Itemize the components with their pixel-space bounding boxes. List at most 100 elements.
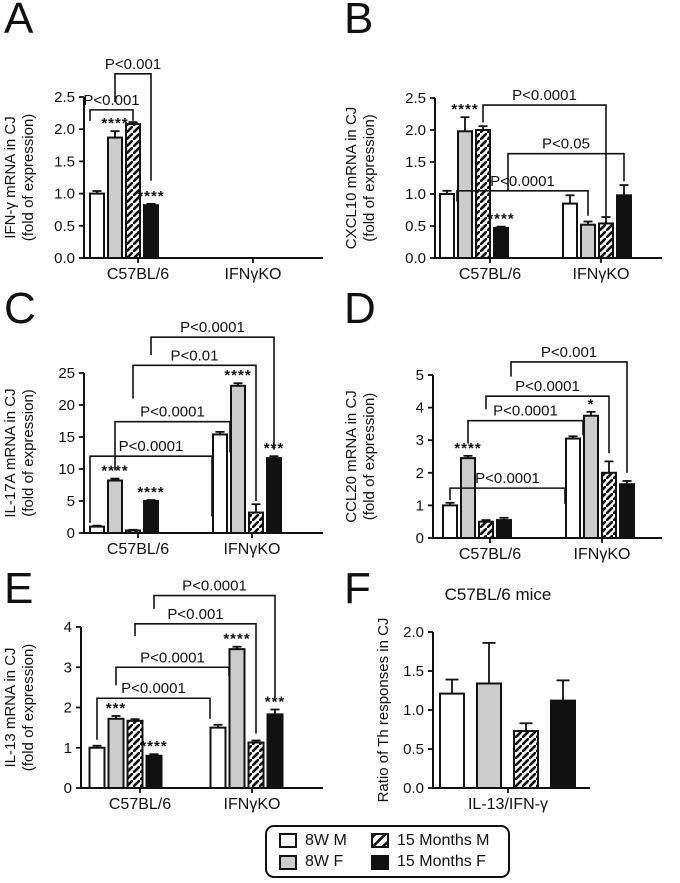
gray-bar-swatch bbox=[279, 854, 297, 870]
p-value-label: P<0.001 bbox=[105, 56, 161, 73]
bar-IFNγKO-8W M bbox=[212, 433, 228, 534]
p-value-label: P<0.0001 bbox=[493, 403, 558, 420]
significance-stars: **** bbox=[137, 484, 164, 501]
y-tick-label: 1.5 bbox=[54, 153, 75, 170]
chart-title: C57BL/6 mice bbox=[445, 585, 552, 604]
bar-IFNγKO-8W F bbox=[583, 414, 599, 539]
bar-IL-13/IFN-γ-15 Months M bbox=[513, 730, 539, 789]
bar-C57BL/6-15 Months M bbox=[475, 129, 491, 259]
bar-IFNγKO-15 Months M bbox=[598, 222, 614, 260]
p-value-label: P<0.01 bbox=[171, 347, 219, 364]
black-bar-swatch bbox=[371, 854, 389, 870]
significance-stars: **** bbox=[451, 101, 478, 118]
y-tick-label: 3 bbox=[64, 659, 72, 676]
y-tick-label: 0.5 bbox=[405, 218, 426, 235]
p-value-label: P<0.0001 bbox=[515, 378, 580, 395]
significance-bracket bbox=[132, 364, 257, 501]
y-tick-label: 1.0 bbox=[403, 702, 424, 719]
bar-C57BL/6-8W M bbox=[88, 746, 106, 789]
significance-bracket bbox=[467, 419, 584, 444]
legend: 8W M 8W F 15 Months M 15 Months F bbox=[265, 825, 510, 878]
bar-IFNγKO-15 Months F bbox=[616, 194, 632, 259]
panel-D: D 0 1 2 3 4 5 CCL20 mRNA in CJ (fold of express… bbox=[340, 284, 680, 570]
bar-IL-13/IFN-γ-8W M bbox=[439, 692, 465, 789]
panel-F: F 0.0 0.5 1.0 1.5 2.0 Ratio of Th responses i… bbox=[340, 564, 680, 823]
panel-B: B 0.0 0.5 1.0 1.5 2.0 2.5 CXCL10 mRNA in CJ (fo… bbox=[340, 0, 680, 290]
p-value-label: P<0.0001 bbox=[121, 680, 186, 697]
panel-F-chart: 0.0 0.5 1.0 1.5 2.0 Ratio of Th responses in … bbox=[375, 585, 590, 813]
x-category-label: IFNγKO bbox=[573, 266, 630, 283]
bar-C57BL/6-8W M bbox=[89, 192, 105, 260]
bar-C57BL/6-15 Months M bbox=[478, 520, 494, 539]
legend-item-15m-m: 15 Months M bbox=[371, 832, 500, 850]
panel-E: E 0 1 2 3 4 IL-13 mRNA in CJ (fold of expressi… bbox=[0, 564, 340, 823]
y-tick-label: 0.0 bbox=[54, 250, 75, 267]
y-axis-title: (fold of expression) bbox=[361, 393, 378, 521]
legend-item-8w-f: 8W F bbox=[279, 853, 371, 871]
p-value-label: P<0.05 bbox=[542, 136, 590, 153]
legend-label: 8W M bbox=[305, 831, 347, 849]
significance-bracket bbox=[114, 420, 231, 471]
legend-label: 15 Months F bbox=[397, 853, 486, 871]
x-category-label: C57BL/6 bbox=[109, 796, 171, 813]
panel-A-chart: 0.0 0.5 1.0 1.5 2.0 2.5 IFN-γ mRNA in CJ (fold … bbox=[2, 56, 323, 283]
y-axis-title: IL-13 mRNA in CJ bbox=[2, 647, 19, 767]
panel-D-chart: 0 1 2 3 4 5 CCL20 mRNA in CJ (fold of expressio… bbox=[343, 344, 662, 563]
y-tick-label: 5 bbox=[416, 367, 424, 384]
bar-IFNγKO-15 Months M bbox=[247, 741, 265, 789]
significance-stars: * bbox=[588, 396, 595, 413]
bar-C57BL/6-15 Months F bbox=[145, 754, 163, 790]
y-axis-title: IL-17A mRNA in CJ bbox=[2, 388, 19, 517]
y-tick-label: 5 bbox=[67, 493, 75, 510]
bar-IFNγKO-8W M bbox=[565, 437, 581, 540]
bar-C57BL/6-15 Months F bbox=[493, 226, 509, 259]
bar-C57BL/6-8W M bbox=[439, 193, 455, 259]
panel-D-letter: D bbox=[344, 284, 376, 333]
y-tick-label: 2 bbox=[416, 465, 424, 482]
panel-C-letter: C bbox=[4, 284, 36, 333]
bar-C57BL/6-8W F bbox=[107, 479, 123, 535]
bar-IFNγKO-15 Months F bbox=[266, 457, 282, 534]
x-category-label: IFNγKO bbox=[224, 541, 281, 558]
significance-bracket bbox=[153, 594, 276, 698]
p-value-label: P<0.0001 bbox=[490, 173, 555, 190]
p-value-label: P<0.0001 bbox=[140, 649, 205, 666]
panel-F-letter: F bbox=[344, 564, 371, 613]
significance-bracket bbox=[89, 455, 213, 523]
bar-C57BL/6-8W F bbox=[460, 457, 476, 540]
bar-C57BL/6-15 Months F bbox=[143, 204, 159, 259]
y-tick-label: 0 bbox=[416, 530, 424, 547]
bar-IFNγKO-8W F bbox=[580, 223, 596, 259]
significance-bracket bbox=[485, 395, 610, 454]
panel-C-chart: 0 5 10 15 20 25 IL-17A mRNA in CJ (fold of expr… bbox=[2, 319, 323, 558]
y-tick-label: 1 bbox=[64, 740, 72, 757]
y-axis-title: CCL20 mRNA in CJ bbox=[343, 390, 360, 523]
bar-IFNγKO-8W F bbox=[228, 648, 246, 789]
y-axis-title: Ratio of Th responses in CJ bbox=[375, 618, 392, 803]
y-tick-label: 4 bbox=[64, 619, 72, 636]
p-value-label: P<0.0001 bbox=[140, 404, 205, 421]
bar-C57BL/6-8W M bbox=[89, 525, 105, 535]
panel-E-letter: E bbox=[4, 564, 34, 613]
x-category-label: C57BL/6 bbox=[107, 541, 169, 558]
legend-item-8w-m: 8W M bbox=[279, 832, 371, 850]
p-value-label: P<0.0001 bbox=[512, 87, 577, 104]
significance-bracket bbox=[510, 361, 628, 473]
bar-C57BL/6-15 Months F bbox=[143, 500, 159, 534]
p-value-label: P<0.001 bbox=[541, 344, 597, 361]
x-category-label: C57BL/6 bbox=[459, 266, 521, 283]
bar-C57BL/6-8W F bbox=[107, 717, 125, 790]
legend-item-15m-f: 15 Months F bbox=[371, 853, 500, 871]
significance-stars: **** bbox=[101, 463, 128, 480]
y-tick-label: 4 bbox=[416, 400, 424, 417]
y-tick-label: 2.5 bbox=[54, 89, 75, 106]
significance-bracket bbox=[507, 152, 625, 191]
significance-bracket bbox=[114, 73, 152, 181]
panel-B-letter: B bbox=[344, 0, 374, 43]
bar-IFNγKO-15 Months M bbox=[248, 511, 264, 535]
p-value-label: P<0.001 bbox=[83, 92, 139, 109]
x-category-label: IFNγKO bbox=[225, 266, 282, 283]
p-value-label: P<0.0001 bbox=[180, 319, 245, 336]
y-tick-label: 15 bbox=[58, 429, 75, 446]
y-tick-label: 1 bbox=[416, 497, 424, 514]
